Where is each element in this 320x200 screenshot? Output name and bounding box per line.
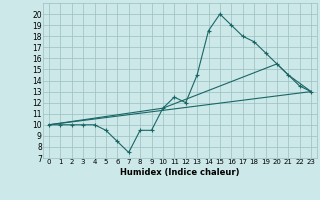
X-axis label: Humidex (Indice chaleur): Humidex (Indice chaleur) (120, 168, 240, 177)
